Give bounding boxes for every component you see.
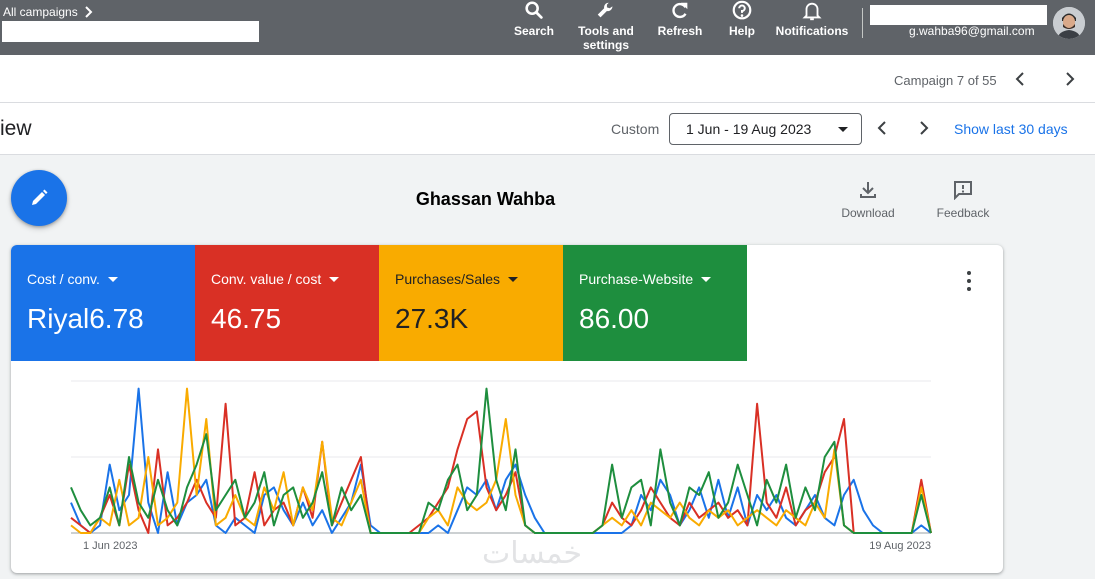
more-options-icon[interactable] — [964, 271, 974, 291]
chart-series — [70, 387, 932, 534]
metric-label[interactable]: Purchases/Sales — [395, 271, 519, 287]
top-bar: All campaigns Search Tools and settings … — [0, 0, 1095, 55]
date-range-type-label: Custom — [611, 121, 660, 137]
x-axis-end-label: 19 Aug 2023 — [869, 540, 931, 552]
dropdown-arrow-icon — [838, 127, 848, 132]
topbar-divider — [862, 8, 863, 38]
page-header-row: iew Custom 1 Jun - 19 Aug 2023 Show last… — [0, 103, 1095, 155]
campaign-navigation-row: Campaign 7 of 55 — [0, 55, 1095, 103]
tools-settings-label[interactable]: Tools and settings — [578, 24, 634, 52]
feedback-label[interactable]: Feedback — [936, 206, 990, 220]
download-button[interactable]: Download — [838, 180, 898, 220]
metric-value: 46.75 — [211, 303, 282, 334]
chevron-right-icon — [920, 121, 929, 135]
campaign-counter: Campaign 7 of 55 — [894, 73, 997, 88]
breadcrumb[interactable]: All campaigns — [3, 5, 94, 19]
page-title: iew — [0, 117, 32, 140]
metric-label-text[interactable]: Cost / conv. — [27, 271, 100, 287]
avatar[interactable] — [1053, 7, 1085, 39]
bell-icon — [802, 2, 822, 21]
metric-value: 27.3K — [395, 303, 469, 334]
search-tool[interactable]: Search — [514, 0, 554, 38]
refresh-icon — [672, 2, 688, 19]
download-icon — [860, 182, 876, 198]
date-range-value[interactable]: 1 Jun - 19 Aug 2023 — [686, 121, 812, 137]
wrench-icon — [597, 2, 613, 18]
metric-tile-purchase-website[interactable]: Purchase-Website 86.00 — [563, 245, 747, 361]
refresh-tool[interactable]: Refresh — [656, 0, 704, 38]
date-range-picker[interactable]: 1 Jun - 19 Aug 2023 — [669, 113, 862, 145]
next-period-button[interactable] — [911, 116, 935, 140]
chevron-left-icon — [1015, 72, 1024, 86]
metric-label-text[interactable]: Purchase-Website — [579, 271, 694, 287]
help-label[interactable]: Help — [728, 24, 755, 38]
next-campaign-button[interactable] — [1057, 67, 1081, 91]
feedback-button[interactable]: Feedback — [933, 180, 993, 220]
search-icon — [525, 1, 543, 19]
account-name: Ghassan Wahba — [415, 189, 556, 209]
help-icon — [732, 0, 752, 20]
caret-down-icon — [107, 276, 118, 282]
redacted-account-info — [870, 5, 1047, 25]
show-last-30-days-link[interactable]: Show last 30 days — [954, 121, 1068, 137]
chevron-left-icon — [877, 121, 886, 135]
metric-label[interactable]: Purchase-Website — [579, 271, 712, 287]
redacted-campaign-name — [2, 21, 259, 42]
caret-down-icon — [508, 276, 519, 282]
metric-tile-cost-per-conv[interactable]: Cost / conv. Riyal6.78 — [11, 245, 195, 361]
series-line-2 — [70, 387, 932, 534]
series-line-3 — [70, 387, 932, 534]
previous-campaign-button[interactable] — [1009, 67, 1033, 91]
previous-period-button[interactable] — [871, 116, 895, 140]
account-email[interactable]: g.wahba96@gmail.com — [909, 24, 1035, 38]
avatar-icon — [1053, 7, 1085, 39]
search-tool-label[interactable]: Search — [513, 24, 555, 38]
chart-grid — [71, 380, 931, 534]
notifications-tool[interactable]: Notifications — [773, 0, 851, 38]
chevron-right-icon — [84, 6, 93, 18]
caret-down-icon — [329, 276, 340, 282]
metric-tile-purchases-sales[interactable]: Purchases/Sales 27.3K — [379, 245, 563, 361]
metric-label-text[interactable]: Conv. value / cost — [211, 271, 322, 287]
caret-down-icon — [701, 276, 712, 282]
metric-tile-conv-value-per-cost[interactable]: Conv. value / cost 46.75 — [195, 245, 379, 361]
feedback-icon — [954, 181, 972, 200]
metric-label[interactable]: Conv. value / cost — [211, 271, 340, 287]
performance-chart: 1 Jun 2023 19 Aug 2023 — [70, 380, 932, 552]
x-axis-start-label: 1 Jun 2023 — [83, 540, 137, 552]
metric-label-text[interactable]: Purchases/Sales — [395, 271, 501, 287]
refresh-label[interactable]: Refresh — [657, 24, 703, 38]
tools-settings-tool[interactable]: Tools and settings — [575, 0, 637, 52]
pencil-icon — [32, 189, 48, 205]
metric-label[interactable]: Cost / conv. — [27, 271, 118, 287]
help-tool[interactable]: Help — [726, 0, 758, 38]
notifications-label[interactable]: Notifications — [775, 24, 849, 38]
chevron-right-icon — [1066, 72, 1075, 86]
download-label[interactable]: Download — [841, 206, 895, 220]
watermark: خمسات — [482, 536, 583, 571]
metric-value: Riyal6.78 — [27, 303, 144, 334]
breadcrumb-label[interactable]: All campaigns — [3, 5, 78, 19]
edit-button[interactable] — [11, 170, 67, 226]
metric-value: 86.00 — [579, 303, 650, 334]
performance-card: Cost / conv. Riyal6.78 Conv. value / cos… — [11, 245, 1003, 573]
